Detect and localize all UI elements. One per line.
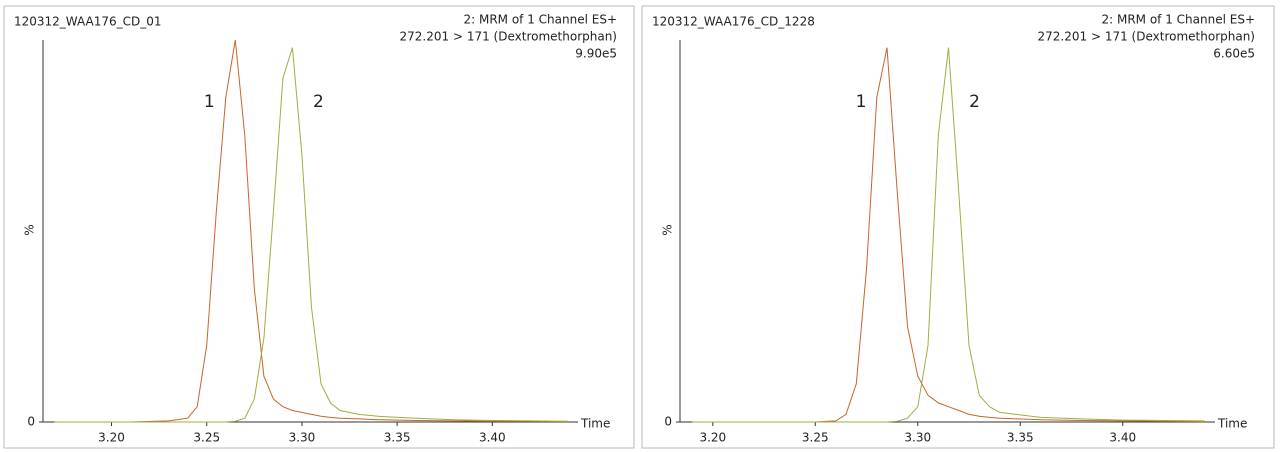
x-tick-label: 3.30	[289, 431, 316, 445]
x-tick-label: 3.40	[1109, 431, 1136, 445]
x-tick-label: 3.25	[802, 431, 829, 445]
y-tick-label: 0	[27, 415, 35, 429]
x-tick-label: 3.30	[904, 431, 931, 445]
peak-label: 2	[313, 92, 324, 112]
x-axis-label: Time	[580, 417, 610, 431]
peak-label: 1	[856, 92, 867, 112]
x-tick-label: 3.35	[1007, 431, 1034, 445]
x-axis-label: Time	[1217, 417, 1247, 431]
peak-label: 1	[204, 92, 215, 112]
x-tick-label: 3.20	[699, 431, 726, 445]
header-line: 9.90e5	[575, 47, 617, 61]
x-tick-label: 3.35	[384, 431, 411, 445]
y-tick-label: 0	[664, 415, 672, 429]
header-line: 2: MRM of 1 Channel ES+	[1101, 13, 1255, 27]
x-tick-label: 3.20	[98, 431, 125, 445]
x-tick-label: 3.25	[193, 431, 220, 445]
y-axis-label: %	[661, 224, 675, 235]
x-tick-label: 3.40	[479, 431, 506, 445]
panel-title: 120312_WAA176_CD_01	[14, 15, 162, 29]
panel-frame	[641, 5, 1275, 449]
header-line: 2: MRM of 1 Channel ES+	[463, 13, 617, 27]
peak-label: 2	[969, 92, 980, 112]
panel-title: 120312_WAA176_CD_1228	[652, 15, 815, 29]
header-line: 6.60e5	[1213, 47, 1255, 61]
header-line: 272.201 > 171 (Dextromethorphan)	[1038, 30, 1255, 44]
header-line: 272.201 > 171 (Dextromethorphan)	[400, 30, 617, 44]
panel-frame	[3, 5, 635, 449]
trace	[54, 39, 569, 423]
trace	[692, 47, 1205, 423]
trace	[692, 47, 1205, 423]
trace	[54, 47, 569, 423]
y-axis-label: %	[23, 224, 37, 235]
